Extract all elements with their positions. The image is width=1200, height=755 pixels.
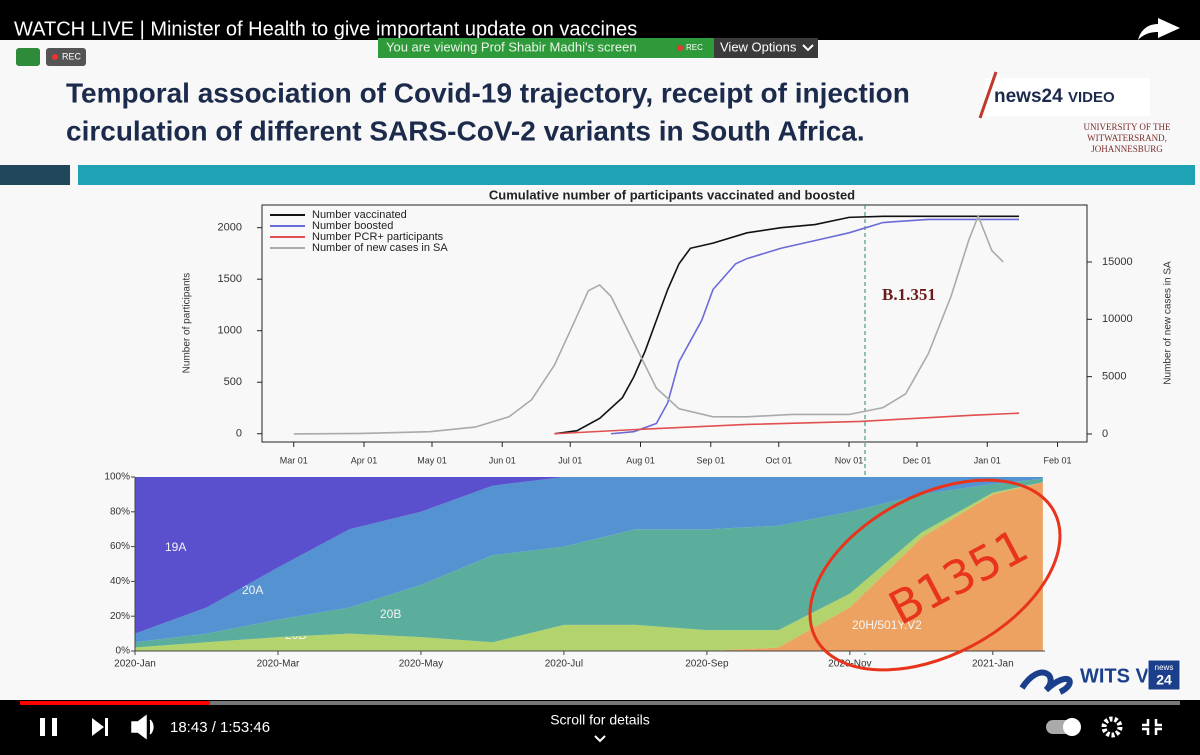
stacked-area (135, 478, 1043, 648)
annotation: B.1.351 (882, 285, 936, 304)
slide-bar (78, 165, 1195, 185)
series-line (610, 218, 1020, 435)
x-tick-label: Jan 01 (974, 455, 1001, 465)
handwritten-circle (808, 478, 1062, 672)
stacked-area (135, 477, 1043, 634)
chart-2: 20H/501Y.V220D20B20A19A0%20%40%60%80%100… (104, 472, 1045, 670)
x-tick-label: Oct 01 (766, 455, 793, 465)
view-options-button[interactable] (714, 38, 818, 58)
plot-frame (261, 204, 1088, 443)
series-line (293, 213, 1004, 435)
y-tick-label: 80% (110, 506, 130, 517)
time-display: 18:43 / 1:53:46 (170, 719, 270, 736)
banner-text: You are viewing Prof Shabir Madhi's scre… (386, 39, 637, 54)
y-tick-label: 0 (236, 428, 242, 440)
x-tick-label: 2021-Jan (972, 659, 1014, 670)
scroll-hint[interactable]: Scroll for details (550, 712, 650, 728)
x-tick-label: 2020-Jan (114, 659, 156, 670)
x-tick-label: 2020-Sep (685, 659, 729, 670)
y-tick-label: 40% (110, 576, 130, 587)
shield-badge (16, 48, 40, 66)
x-tick-label: May 01 (417, 455, 447, 465)
legend-label: Number of new cases in SA (312, 242, 448, 254)
y-tick-label: 20% (110, 611, 130, 622)
area-label: 20A (242, 583, 263, 597)
badge-text: 24 (1156, 672, 1172, 688)
y-tick-label: 500 (224, 376, 242, 388)
series-line (554, 215, 1020, 435)
volume-icon[interactable] (131, 714, 154, 740)
area-label: 20B (380, 607, 401, 621)
pause-icon[interactable] (52, 718, 57, 736)
y-tick-label: 2000 (218, 222, 242, 234)
y-tick-label: 0% (116, 646, 131, 657)
x-tick-label: Jul 01 (558, 455, 582, 465)
x-tick-label: Mar 01 (280, 455, 308, 465)
y2-tick-label: 15000 (1102, 256, 1133, 268)
screen-share-banner (378, 38, 818, 58)
area-label: 20H/501Y.V2 (852, 618, 922, 632)
x-tick-label: Jun 01 (489, 455, 516, 465)
slide-bar-dark (0, 165, 70, 185)
rec-text: REC (62, 51, 82, 61)
pause-icon[interactable] (40, 718, 45, 736)
x-tick-label: Sep 01 (696, 455, 725, 465)
rec-dot (52, 54, 58, 60)
area-label: 19A (165, 540, 186, 554)
x-tick-label: Aug 01 (626, 455, 655, 465)
video-logo: VIDEO (1068, 89, 1115, 106)
news24-badge (1147, 659, 1181, 691)
progress-played[interactable] (20, 701, 210, 705)
slide-title-line: circulation of different SARS-CoV-2 vari… (66, 115, 865, 146)
news24-logo: news24 (994, 86, 1063, 107)
y-tick-label: 1000 (218, 325, 242, 337)
y2-tick-label: 10000 (1102, 313, 1133, 325)
slide-title-line: Temporal association of Covid-19 traject… (66, 77, 910, 108)
scroll-chevron[interactable] (594, 735, 606, 743)
legend-label: Number vaccinated (312, 209, 407, 221)
fullscreen-exit-icon[interactable] (1142, 719, 1162, 735)
chart-1: Cumulative number of participants vaccin… (182, 187, 1174, 465)
stacked-area (135, 482, 1043, 651)
university-name: UNIVERSITY OF THE (1084, 122, 1172, 132)
legend-label: Number boosted (312, 220, 393, 232)
y-tick-label: 1500 (218, 273, 242, 285)
badge-text: news (1155, 663, 1174, 672)
rec-badge (46, 48, 86, 66)
university-name: WITWATERSRAND, (1087, 133, 1167, 143)
y-tick-label: 60% (110, 541, 130, 552)
logo-slash (978, 71, 998, 119)
next-icon[interactable] (92, 718, 108, 736)
banner-rec: REC (686, 43, 703, 52)
y-tick-label: 100% (104, 472, 130, 483)
x-tick-label: 2020-Mar (257, 659, 300, 670)
chevron (802, 44, 814, 52)
share-icon[interactable] (1138, 18, 1180, 40)
wits-logo: WITS V (1080, 665, 1150, 687)
university-name: JOHANNESBURG (1091, 144, 1163, 154)
y2-axis-label: Number of new cases in SA (1163, 261, 1174, 385)
x-tick-label: 2020-Jul (545, 659, 583, 670)
rec-dot (677, 45, 683, 51)
x-tick-label: 2020-May (399, 659, 443, 670)
settings-icon[interactable] (1101, 716, 1123, 738)
video-title[interactable]: WATCH LIVE | Minister of Health to give … (14, 18, 637, 40)
legend-label: Number PCR+ participants (312, 231, 444, 243)
series-line (554, 412, 1020, 435)
x-tick-label: Dec 01 (903, 455, 932, 465)
autoplay-knob[interactable] (1063, 718, 1081, 736)
y2-tick-label: 0 (1102, 428, 1108, 440)
view-options[interactable]: View Options (720, 39, 797, 54)
x-tick-label: Apr 01 (351, 455, 378, 465)
x-tick-label: Feb 01 (1044, 455, 1072, 465)
stacked-area (135, 477, 1043, 643)
wits-icon (1019, 669, 1073, 695)
y-axis-label: Number of participants (182, 273, 193, 374)
x-tick-label: Nov 01 (835, 455, 864, 465)
news24-logo-bg (985, 78, 1150, 116)
progress-track[interactable] (20, 701, 1180, 705)
chart-title: Cumulative number of participants vaccin… (489, 187, 855, 202)
y2-tick-label: 5000 (1102, 371, 1126, 383)
